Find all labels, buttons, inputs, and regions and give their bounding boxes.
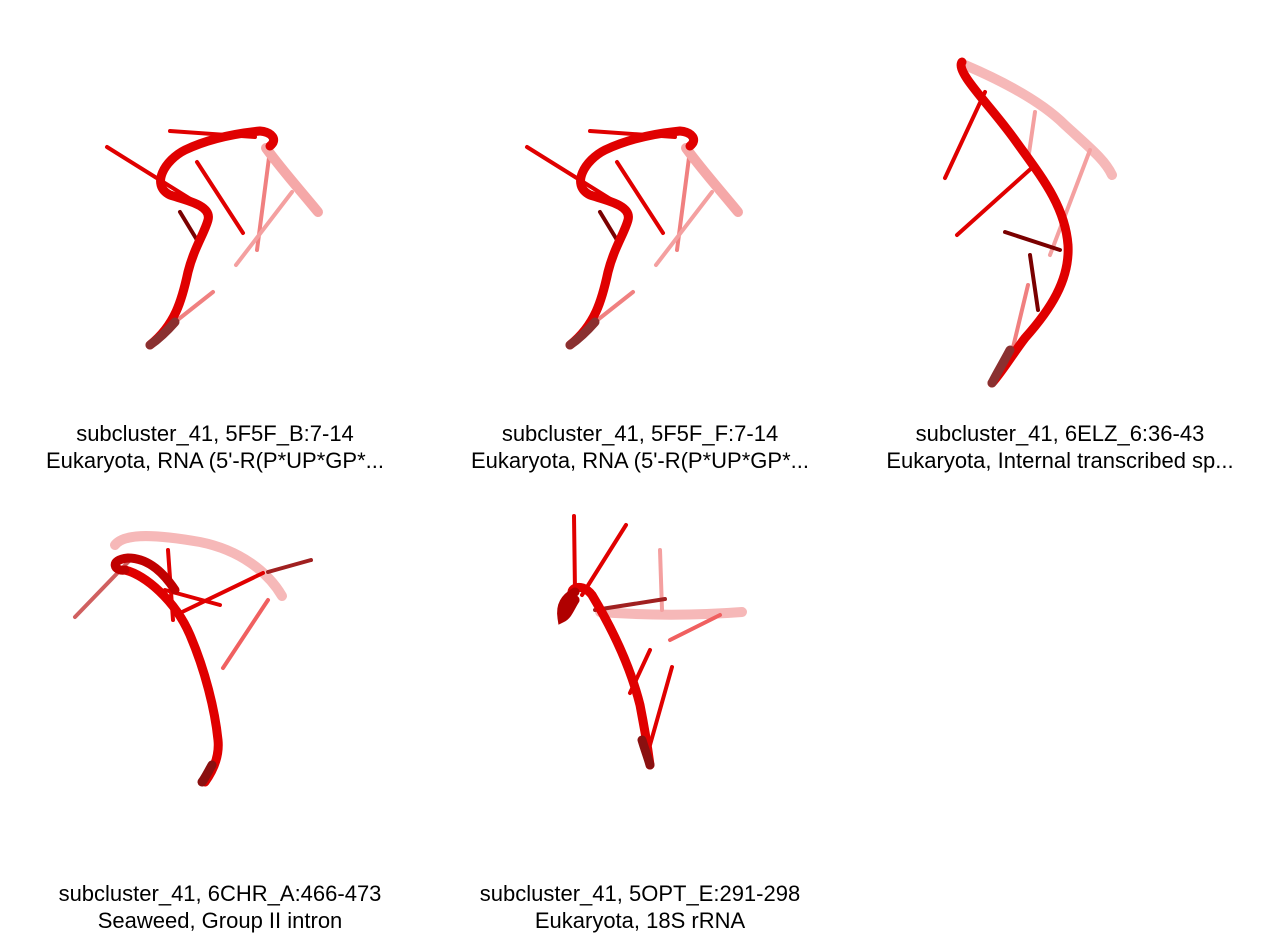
panel-caption: subcluster_41, 5F5F_F:7-14 Eukaryota, RN… [420,420,860,474]
structure-panel-4: subcluster_41, 6CHR_A:466-473 Seaweed, G… [0,480,440,940]
rna-structure-image [557,514,747,770]
panel-subtitle: Eukaryota, 18S rRNA [534,908,746,933]
rna-structure-image [943,57,1117,388]
panel-title: subcluster_41, 5F5F_F:7-14 [501,421,779,446]
panel-subtitle: Eukaryota, Internal transcribed sp... [886,448,1234,473]
panel-subtitle: Eukaryota, RNA (5'-R(P*UP*GP*... [46,448,384,473]
structure-panel-1: subcluster_41, 5F5F_B:7-14 Eukaryota, RN… [0,0,430,480]
panel-subtitle: Eukaryota, RNA (5'-R(P*UP*GP*... [471,448,809,473]
rna-structure-image [73,531,313,787]
panel-title: subcluster_41, 6CHR_A:466-473 [58,881,382,906]
rna-structure-image [525,126,743,350]
panel-title: subcluster_41, 5OPT_E:291-298 [479,881,801,906]
panel-subtitle: Seaweed, Group II intron [97,908,343,933]
structure-panel-3: subcluster_41, 6ELZ_6:36-43 Eukaryota, I… [850,0,1270,480]
structure-panel-2: subcluster_41, 5F5F_F:7-14 Eukaryota, RN… [420,0,860,480]
panel-caption: subcluster_41, 6ELZ_6:36-43 Eukaryota, I… [850,420,1270,474]
panel-caption: subcluster_41, 6CHR_A:466-473 Seaweed, G… [0,880,440,934]
rna-structure-image [105,126,323,350]
panel-title: subcluster_41, 6ELZ_6:36-43 [915,421,1205,446]
structure-panel-5: subcluster_41, 5OPT_E:291-298 Eukaryota,… [430,480,850,940]
panel-caption: subcluster_41, 5F5F_B:7-14 Eukaryota, RN… [0,420,430,474]
panel-caption: subcluster_41, 5OPT_E:291-298 Eukaryota,… [430,880,850,934]
panel-title: subcluster_41, 5F5F_B:7-14 [76,421,354,446]
